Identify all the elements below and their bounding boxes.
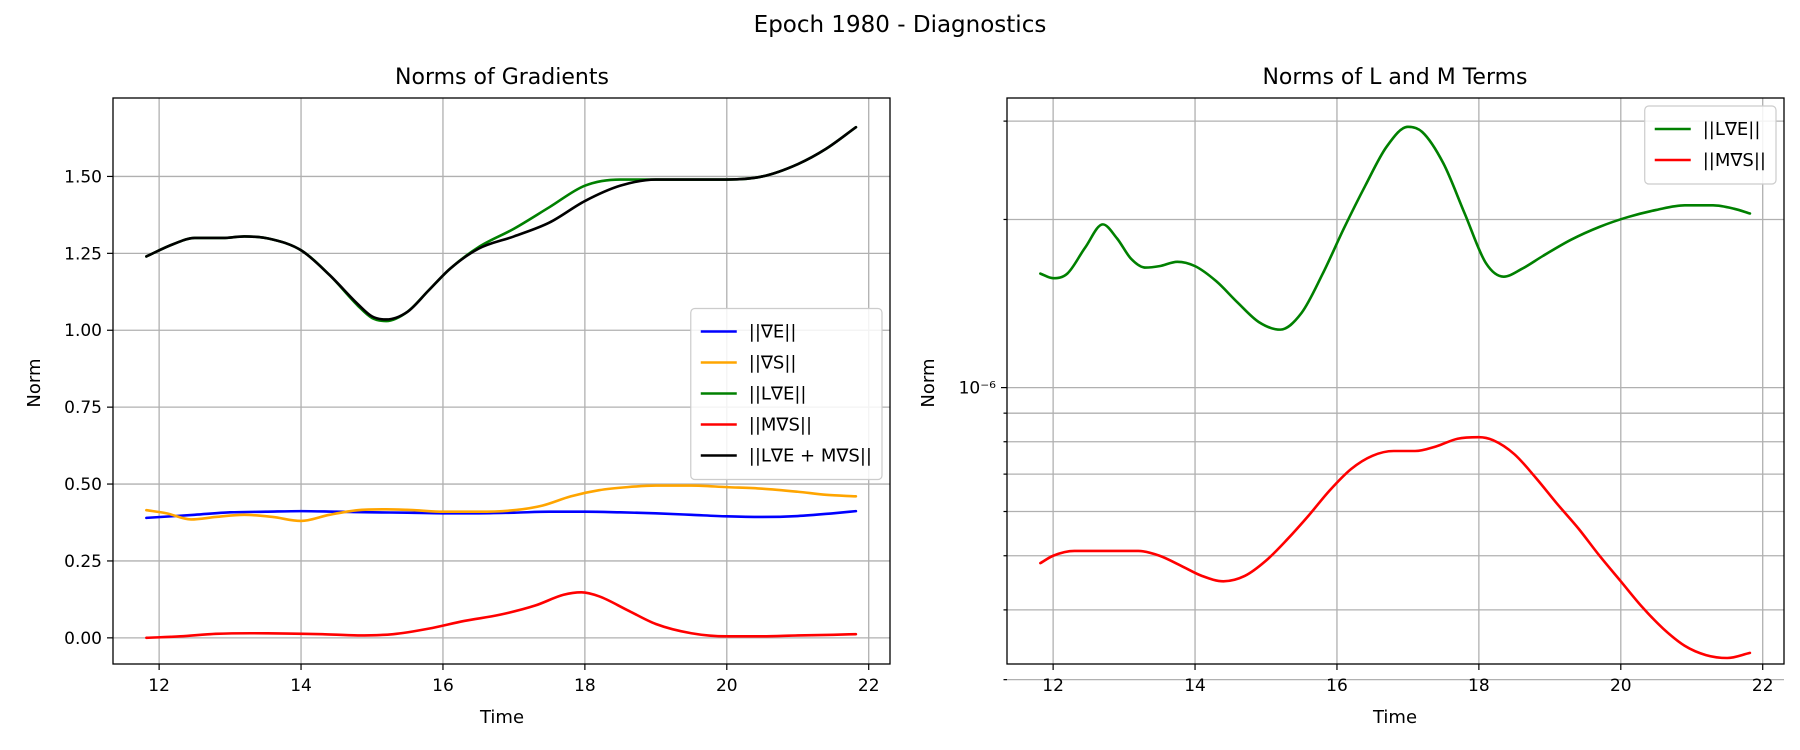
chart-gradients-xtick-label: 18: [574, 676, 596, 696]
chart-gradients-legend-label-2: ||∇S||: [749, 353, 797, 374]
chart-lm-terms-xtick-label: 22: [1752, 676, 1774, 696]
chart-gradients-series-line-2: [145, 484, 858, 523]
chart-lm-terms-xtick-label: 12: [1042, 676, 1064, 696]
chart-gradients-ytick-label: 1.25: [64, 244, 102, 264]
chart-lm-terms-xtick-label: 14: [1184, 676, 1206, 696]
chart-lm-terms-ytick-label: 10⁻⁶: [959, 379, 997, 399]
chart-gradients-ylabel: Norm: [24, 358, 45, 407]
chart-gradients-xtick-label: 14: [290, 676, 312, 696]
chart-lm-terms-series-line-2: [1039, 435, 1752, 660]
chart-gradients-ytick-label: 0.50: [64, 475, 102, 495]
chart-gradients-legend-label-3: ||L∇E||: [749, 384, 807, 405]
chart-gradients-xlabel: Time: [479, 707, 524, 728]
chart-lm-terms-legend-label-1: ||L∇E||: [1703, 119, 1761, 140]
chart-gradients-series-line-5: [145, 125, 858, 321]
chart-gradients-xtick-label: 20: [716, 676, 738, 696]
chart-lm-terms-series: [1039, 125, 1752, 660]
chart-lm-terms-frame: [1006, 97, 1785, 665]
chart-lm-terms-grid: [1007, 98, 1784, 681]
chart-lm-terms-xtick-label: 20: [1610, 676, 1632, 696]
chart-gradients-title: Norms of Gradients: [395, 65, 609, 90]
chart-gradients-xtick-label: 12: [148, 676, 170, 696]
chart-gradients-legend-box: [690, 307, 883, 481]
chart-gradients-ytick-label: 1.50: [64, 167, 102, 187]
chart-gradients-frame: [112, 97, 891, 665]
chart-gradients-ytick-label: 0.75: [64, 398, 102, 418]
chart-gradients-ytick-label: 0.25: [64, 552, 102, 572]
chart-lm-terms-legend: ||L∇E|| ||M∇S||: [1644, 105, 1777, 185]
chart-lm-terms-ylabel: Norm: [918, 358, 939, 407]
chart-gradients: Norms of Gradients 12 14 16 18 20 22 0.00 0.25 0…: [24, 65, 891, 728]
chart-gradients-xtick-label: 22: [858, 676, 880, 696]
chart-lm-terms-series-line-1: [1039, 125, 1752, 331]
chart-gradients-series-line-1: [145, 509, 858, 520]
chart-gradients-series: [145, 125, 858, 640]
chart-lm-terms-ticks: 12 14 16 18 20 22 10⁻⁶: [959, 120, 1774, 696]
chart-lm-terms-xlabel: Time: [1372, 707, 1417, 728]
chart-lm-terms-title: Norms of L and M Terms: [1262, 65, 1527, 90]
chart-lm-terms-legend-box: [1644, 105, 1777, 185]
chart-gradients-series-line-4: [145, 591, 858, 640]
chart-lm-terms-xtick-label: 18: [1468, 676, 1490, 696]
figure-suptitle: Epoch 1980 - Diagnostics: [754, 12, 1047, 38]
chart-gradients-series-line-3: [145, 125, 858, 323]
chart-gradients-legend: ||∇E|| ||∇S|| ||L∇E|| ||M∇S|| ||L∇E + M∇S||: [690, 307, 883, 481]
chart-lm-terms: Norms of L and M Terms 12 14 16 18 20 2210⁻⁶ …: [918, 65, 1785, 728]
chart-gradients-ytick-label: 1.00: [64, 321, 102, 341]
chart-gradients-legend-label-5: ||L∇E + M∇S||: [749, 446, 872, 467]
chart-lm-terms-legend-label-2: ||M∇S||: [1703, 150, 1766, 171]
chart-lm-terms-xtick-label: 16: [1326, 676, 1348, 696]
chart-gradients-xtick-label: 16: [432, 676, 454, 696]
chart-gradients-legend-label-4: ||M∇S||: [749, 415, 812, 436]
chart-gradients-legend-label-1: ||∇E||: [749, 322, 797, 343]
chart-gradients-ytick-label: 0.00: [64, 629, 102, 649]
chart-gradients-ticks: 12 14 16 18 20 22 0.00 0.25 0.50 0.75 1.00 1.25 1.50: [64, 167, 879, 696]
